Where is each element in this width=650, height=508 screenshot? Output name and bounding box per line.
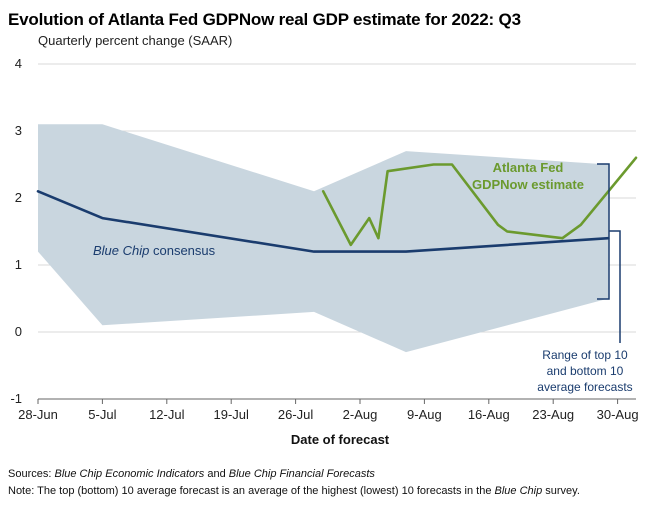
range-label-line3: average forecasts (537, 380, 632, 394)
x-tick-label: 23-Aug (532, 407, 574, 422)
y-tick-label: 3 (15, 123, 22, 138)
footer-notes: Sources: Blue Chip Economic Indicators a… (8, 466, 648, 500)
bluechip-label-rest: consensus (149, 243, 215, 258)
gdpnow-label-line2: GDPNow estimate (472, 177, 584, 192)
x-tick-label: 9-Aug (407, 407, 442, 422)
y-tick-label: 2 (15, 190, 22, 205)
band-layer (38, 124, 609, 353)
x-tick-label: 26-Jul (278, 407, 314, 422)
note-line: Note: The top (bottom) 10 average foreca… (8, 483, 648, 500)
x-tick-label: 12-Jul (149, 407, 185, 422)
sources-title-2: Blue Chip Financial Forecasts (228, 468, 375, 480)
bluechip-label: Blue Chip consensus (93, 243, 216, 258)
y-tick-label: 0 (15, 324, 22, 339)
note-label: Note: (8, 485, 35, 497)
x-tick-label: 2-Aug (343, 407, 378, 422)
chart-subtitle: Quarterly percent change (SAAR) (38, 33, 233, 48)
note-italic: Blue Chip (494, 485, 543, 497)
note-text-1: The top (bottom) 10 average forecast is … (34, 485, 495, 497)
y-tick-label: 1 (15, 257, 22, 272)
series-layer (36, 156, 638, 253)
x-tick-label: 16-Aug (468, 407, 510, 422)
note-text-2: survey. (542, 485, 580, 497)
gdpnow-label-line1: Atlanta Fed (493, 160, 564, 175)
range-label-line2: and bottom 10 (547, 364, 624, 378)
x-tick-label: 30-Aug (597, 407, 639, 422)
forecast-range-band (38, 124, 609, 353)
bluechip-consensus-line (36, 190, 610, 253)
sources-label: Sources: (8, 468, 52, 480)
range-label-line1: Range of top 10 (542, 348, 628, 362)
bluechip-label-italic: Blue Chip (93, 243, 149, 258)
range-bracket-leader (609, 230, 621, 343)
gdp-forecast-chart: -1 0 1 2 3 4 28-Jun 5-Jul 12-Jul 19-Jul 26-Jul 2-Au… (10, 56, 638, 447)
y-tick-label: 4 (15, 56, 22, 71)
x-tick-label: 5-Jul (88, 407, 116, 422)
gdpnow-estimate-line (321, 156, 638, 247)
sources-title-1: Blue Chip Economic Indicators (54, 468, 205, 480)
sources-line: Sources: Blue Chip Economic Indicators a… (8, 466, 648, 483)
x-tick-label: 28-Jun (18, 407, 58, 422)
sources-and: and (204, 468, 229, 480)
range-bracket (597, 163, 621, 343)
axis-layer: -1 0 1 2 3 4 28-Jun 5-Jul 12-Jul 19-Jul 26-Jul 2-Au… (10, 56, 638, 422)
y-tick-label: -1 (10, 391, 22, 406)
x-tick-label: 19-Jul (213, 407, 249, 422)
chart-title: Evolution of Atlanta Fed GDPNow real GDP… (8, 10, 521, 29)
x-axis-label: Date of forecast (291, 432, 390, 447)
